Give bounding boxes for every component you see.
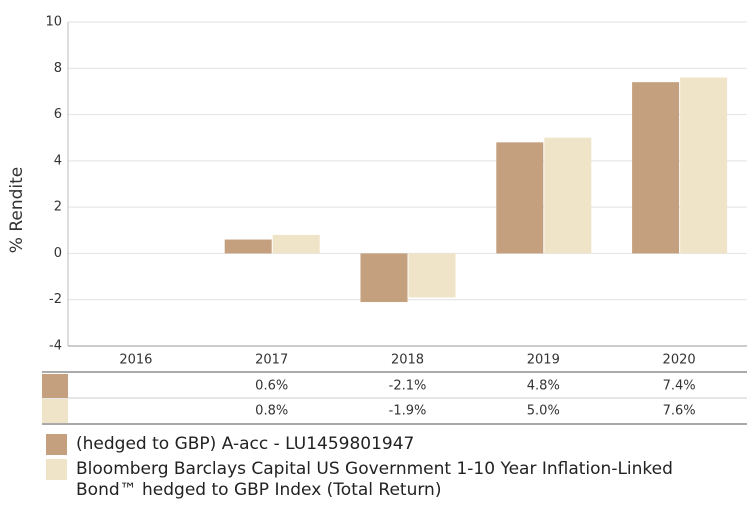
legend-label: Bloomberg Barclays Capital US Government… (76, 459, 673, 500)
legend-item: (hedged to GBP) A-acc - LU1459801947 (46, 434, 736, 455)
y-tick-label: -4 (49, 339, 62, 354)
table-value: 5.0% (527, 404, 560, 419)
table-value: 0.8% (255, 404, 288, 419)
bar (680, 77, 728, 254)
table-value: -2.1% (389, 379, 427, 394)
bar (632, 82, 680, 254)
y-tick-label: 6 (54, 107, 62, 122)
bar (224, 239, 272, 254)
table-value: 7.4% (663, 379, 696, 394)
bar (360, 253, 408, 303)
legend: (hedged to GBP) A-acc - LU1459801947 Bloo… (46, 434, 736, 505)
chart: % Rendite -4 -2 0 2 4 6 8 10 2016 2017 0.6% 0.8% 201… (7, 15, 747, 425)
table-value: 4.8% (527, 379, 560, 394)
table-value: -1.9% (389, 404, 427, 419)
legend-swatch (46, 434, 67, 455)
y-tick-label: -2 (49, 292, 62, 307)
x-tick-label: 2020 (663, 353, 696, 368)
table-value: 0.6% (255, 379, 288, 394)
y-tick-label: 8 (54, 61, 62, 76)
bar (408, 253, 456, 298)
bar (496, 142, 544, 254)
x-tick-label: 2016 (119, 353, 152, 368)
legend-item: Bloomberg Barclays Capital US Government… (46, 459, 736, 501)
legend-swatch (46, 459, 67, 480)
bar (544, 137, 592, 254)
y-tick-label: 2 (54, 200, 62, 215)
table-value: 7.6% (663, 404, 696, 419)
table-swatch (42, 374, 68, 398)
legend-label: (hedged to GBP) A-acc - LU1459801947 (76, 434, 415, 454)
x-tick-label: 2018 (391, 353, 424, 368)
x-tick-label: 2017 (255, 353, 288, 368)
bar (272, 234, 320, 254)
table-swatch (42, 399, 68, 423)
y-tick-label: 4 (54, 153, 62, 168)
y-axis-label: % Rendite (7, 167, 27, 253)
x-tick-label: 2019 (527, 353, 560, 368)
y-tick-label: 0 (54, 246, 62, 261)
y-tick-label: 10 (45, 15, 62, 30)
